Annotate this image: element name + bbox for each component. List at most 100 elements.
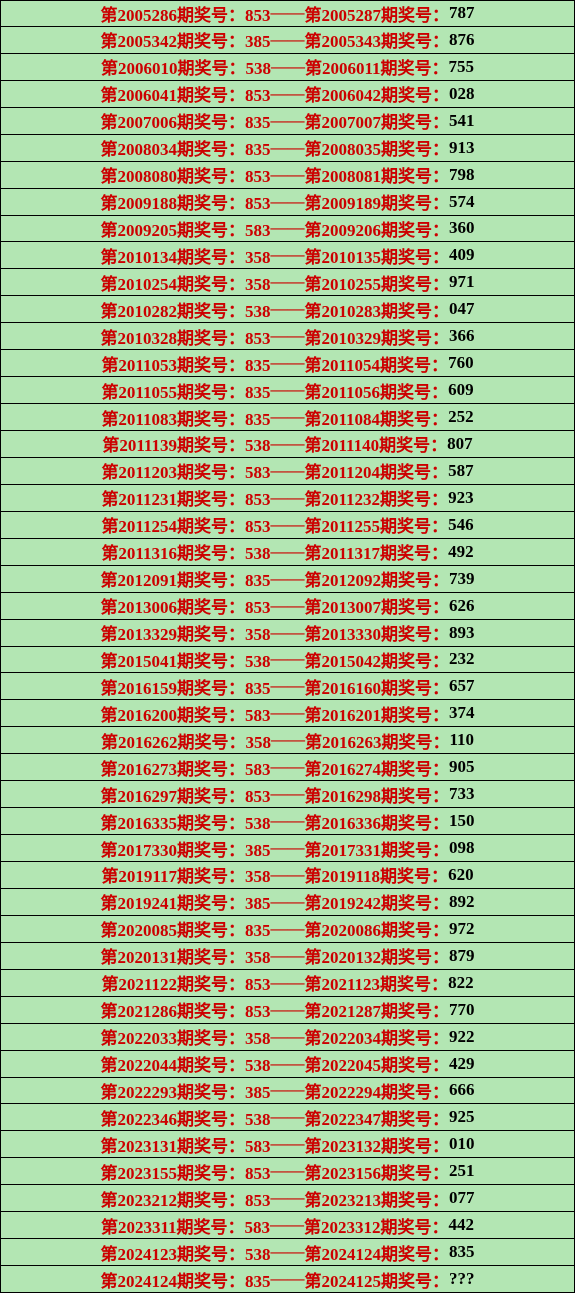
period-2-number: 620 bbox=[448, 865, 474, 885]
period-2-label: 第2022294期奖号： bbox=[305, 1078, 450, 1103]
table-row: 第2008080期奖号：853——第2008081期奖号：798 bbox=[0, 162, 575, 189]
period-2-label: 第2011232期奖号： bbox=[305, 485, 449, 510]
separator: —— bbox=[271, 1000, 305, 1020]
table-row: 第2013006期奖号：853——第2013007期奖号：626 bbox=[0, 593, 575, 620]
table-row: 第2005342期奖号：385——第2005343期奖号：876 bbox=[0, 27, 575, 54]
period-2-number: 913 bbox=[449, 138, 475, 158]
period-1-label: 第2022293期奖号：385 bbox=[101, 1078, 271, 1103]
period-2-label: 第2010135期奖号： bbox=[305, 243, 450, 268]
period-1-label: 第2017330期奖号：385 bbox=[101, 836, 271, 861]
period-2-number: 429 bbox=[449, 1054, 475, 1074]
separator: —— bbox=[271, 299, 305, 319]
period-2-label: 第2006011期奖号： bbox=[305, 54, 449, 79]
period-1-label: 第2016262期奖号：358 bbox=[101, 728, 271, 753]
period-2-number: 366 bbox=[449, 326, 475, 346]
period-1-label: 第2015041期奖号：538 bbox=[101, 647, 271, 672]
separator: —— bbox=[271, 111, 305, 131]
table-row: 第2016335期奖号：538——第2016336期奖号：150 bbox=[0, 808, 575, 835]
period-2-number: 807 bbox=[447, 434, 473, 454]
separator: —— bbox=[271, 353, 305, 373]
table-row: 第2009188期奖号：853——第2009189期奖号：574 bbox=[0, 189, 575, 216]
table-row: 第2016200期奖号：583——第2016201期奖号：374 bbox=[0, 700, 575, 727]
table-row: 第2015041期奖号：538——第2015042期奖号：232 bbox=[0, 647, 575, 674]
period-1-label: 第2011055期奖号：835 bbox=[101, 378, 270, 403]
table-row: 第2011083期奖号：835——第2011084期奖号：252 bbox=[0, 404, 575, 431]
table-row: 第2020131期奖号：358——第2020132期奖号：879 bbox=[0, 943, 575, 970]
period-2-number: 492 bbox=[448, 542, 474, 562]
period-1-label: 第2021286期奖号：853 bbox=[101, 997, 271, 1022]
separator: —— bbox=[270, 1215, 304, 1235]
period-1-label: 第2022044期奖号：538 bbox=[101, 1051, 271, 1076]
separator: —— bbox=[271, 1188, 305, 1208]
period-2-number: 609 bbox=[448, 380, 474, 400]
table-row: 第2011254期奖号：853——第2011255期奖号：546 bbox=[0, 512, 575, 539]
separator: —— bbox=[271, 919, 305, 939]
period-2-label: 第2016336期奖号： bbox=[305, 809, 450, 834]
separator: —— bbox=[271, 703, 305, 723]
table-row: 第2019241期奖号：385——第2019242期奖号：892 bbox=[0, 889, 575, 916]
period-2-number: 626 bbox=[449, 596, 475, 616]
separator: —— bbox=[271, 865, 305, 885]
separator: —— bbox=[271, 515, 305, 535]
period-1-label: 第2020085期奖号：835 bbox=[101, 916, 271, 941]
table-row: 第2010134期奖号：358——第2010135期奖号：409 bbox=[0, 242, 575, 269]
separator: —— bbox=[271, 1107, 305, 1127]
period-1-label: 第2011254期奖号：853 bbox=[101, 512, 270, 537]
table-row: 第2010282期奖号：538——第2010283期奖号：047 bbox=[0, 296, 575, 323]
lottery-history-table: 第2005286期奖号：853——第2005287期奖号：787第2005342… bbox=[0, 0, 575, 1293]
separator: —— bbox=[271, 811, 305, 831]
period-2-number: 835 bbox=[449, 1242, 475, 1262]
separator: —— bbox=[271, 434, 305, 454]
period-2-number: 110 bbox=[449, 730, 474, 750]
table-row: 第2024124期奖号：835——第2024125期奖号：??? bbox=[0, 1266, 575, 1293]
period-1-label: 第2021122期奖号：853 bbox=[101, 970, 270, 995]
separator: —— bbox=[271, 488, 305, 508]
period-2-number: 232 bbox=[449, 649, 475, 669]
period-1-label: 第2010328期奖号：853 bbox=[101, 324, 271, 349]
period-2-number: 546 bbox=[448, 515, 474, 535]
period-1-label: 第2020131期奖号：358 bbox=[101, 943, 271, 968]
period-2-label: 第2023156期奖号： bbox=[305, 1159, 450, 1184]
period-2-number: 047 bbox=[449, 299, 475, 319]
period-1-label: 第2011053期奖号：835 bbox=[101, 351, 270, 376]
table-row: 第2019117期奖号：358——第2019118期奖号：620 bbox=[0, 862, 575, 889]
table-row: 第2023311期奖号：583——第2023312期奖号：442 bbox=[0, 1212, 575, 1239]
table-row: 第2011231期奖号：853——第2011232期奖号：923 bbox=[0, 485, 575, 512]
separator: —— bbox=[271, 730, 305, 750]
period-2-label: 第2019118期奖号： bbox=[305, 862, 449, 887]
separator: —— bbox=[271, 1242, 305, 1262]
period-1-label: 第2006041期奖号：853 bbox=[101, 81, 271, 106]
period-2-number: 798 bbox=[449, 165, 475, 185]
separator: —— bbox=[271, 1027, 305, 1047]
period-2-number: 923 bbox=[448, 488, 474, 508]
table-row: 第2009205期奖号：583——第2009206期奖号：360 bbox=[0, 216, 575, 243]
separator: —— bbox=[271, 1080, 305, 1100]
separator: —— bbox=[271, 542, 305, 562]
separator: —— bbox=[271, 946, 305, 966]
table-row: 第2016297期奖号：853——第2016298期奖号：733 bbox=[0, 781, 575, 808]
period-2-number: 905 bbox=[449, 757, 475, 777]
period-2-number: 541 bbox=[449, 111, 475, 131]
period-2-label: 第2011204期奖号： bbox=[305, 458, 449, 483]
period-1-label: 第2023131期奖号：583 bbox=[101, 1132, 271, 1157]
period-1-label: 第2011139期奖号：538 bbox=[102, 431, 270, 456]
period-1-label: 第2016297期奖号：853 bbox=[101, 782, 271, 807]
period-2-label: 第2015042期奖号： bbox=[305, 647, 450, 672]
separator: —— bbox=[271, 138, 305, 158]
period-1-label: 第2011231期奖号：853 bbox=[101, 485, 270, 510]
period-1-label: 第2016200期奖号：583 bbox=[101, 701, 271, 726]
table-row: 第2007006期奖号：835——第2007007期奖号：541 bbox=[0, 108, 575, 135]
period-2-number: 770 bbox=[449, 1000, 475, 1020]
period-1-label: 第2022346期奖号：538 bbox=[101, 1105, 271, 1130]
period-2-label: 第2010255期奖号： bbox=[305, 270, 450, 295]
period-2-label: 第2016160期奖号： bbox=[305, 674, 450, 699]
separator: —— bbox=[271, 57, 305, 77]
period-1-label: 第2024124期奖号：835 bbox=[101, 1267, 271, 1292]
period-1-label: 第2010134期奖号：358 bbox=[101, 243, 271, 268]
table-row: 第2024123期奖号：538——第2024124期奖号：835 bbox=[0, 1239, 575, 1266]
period-1-label: 第2010282期奖号：538 bbox=[101, 297, 271, 322]
separator: —— bbox=[271, 1054, 305, 1074]
separator: —— bbox=[271, 84, 305, 104]
period-2-label: 第2023132期奖号： bbox=[305, 1132, 450, 1157]
period-2-number: 972 bbox=[449, 919, 475, 939]
